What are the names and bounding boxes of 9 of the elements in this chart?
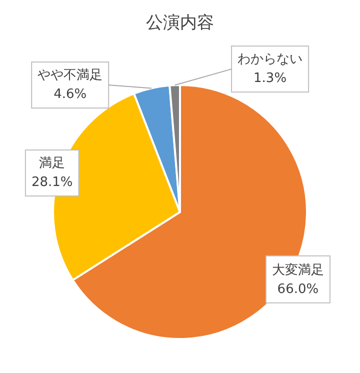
slice-label: わからない <box>238 52 303 68</box>
slice-label: やや不満足 <box>38 68 103 84</box>
chart-title: 公演内容 <box>146 13 214 33</box>
data-label: 1.3% <box>254 71 287 86</box>
data-label: 4.6% <box>54 87 87 102</box>
slice-label: 満足 <box>39 156 66 171</box>
slice-label: 大変満足 <box>272 262 324 278</box>
data-label: 66.0% <box>277 282 319 297</box>
data-label: 28.1% <box>31 175 73 190</box>
